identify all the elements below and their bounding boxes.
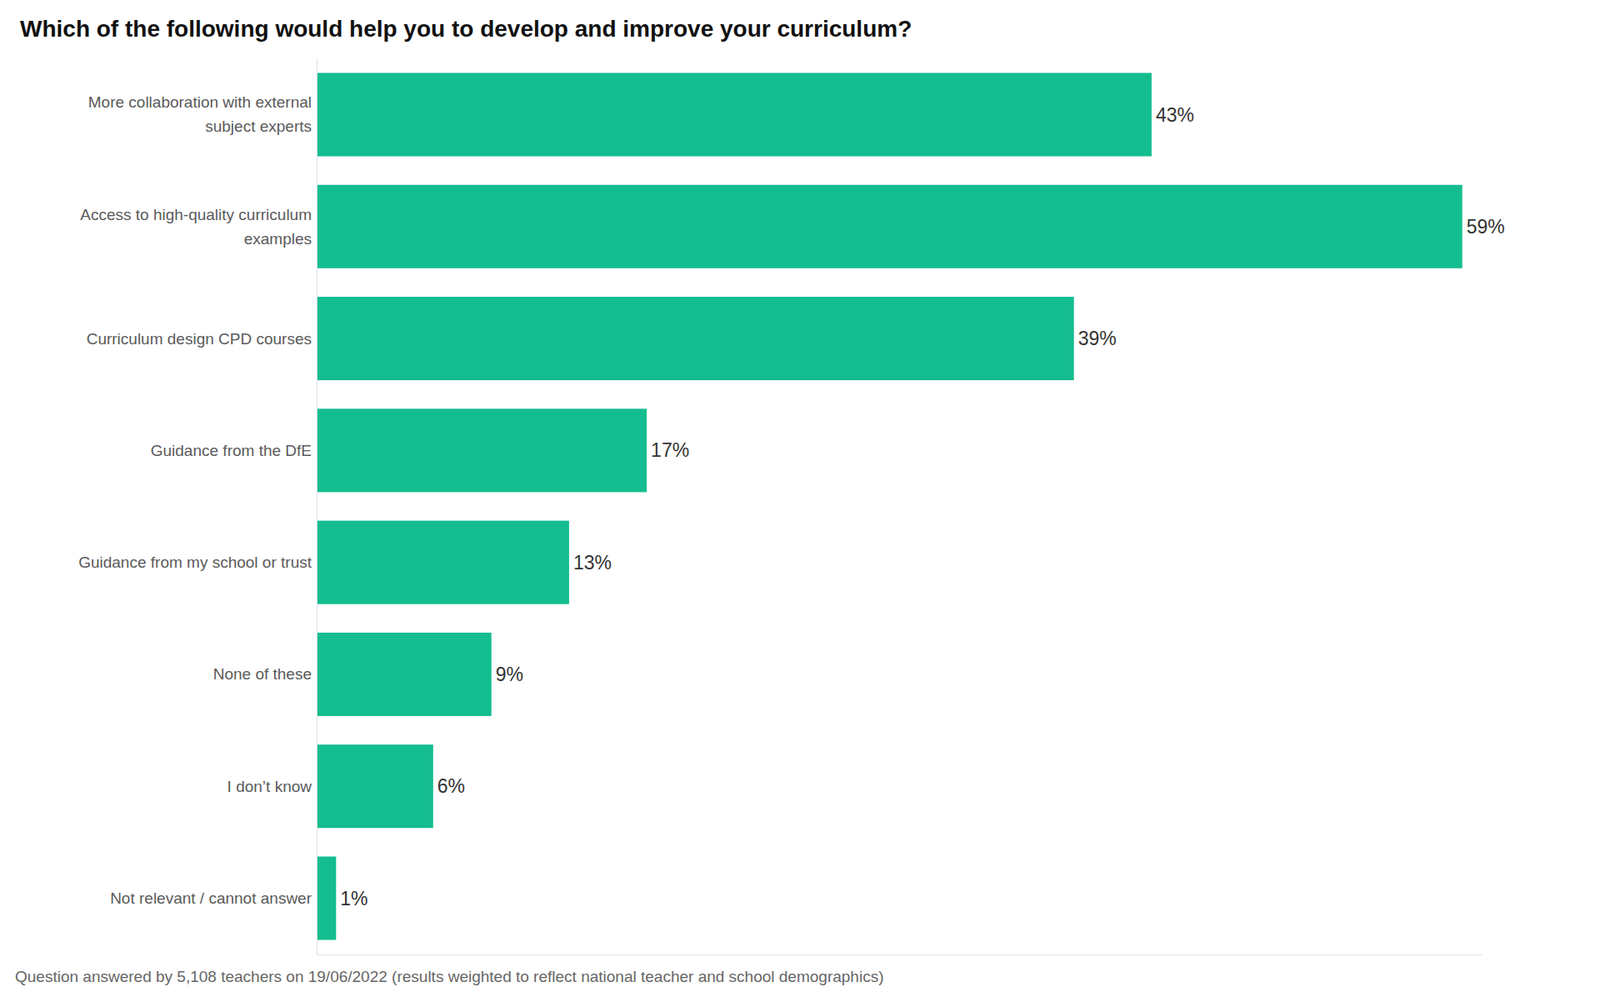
bar [316, 408, 647, 492]
y-tick-label: More collaboration with externalsubject … [88, 93, 312, 135]
data-label: 59% [1466, 215, 1505, 238]
data-label: 9% [495, 663, 524, 685]
bars [316, 72, 1463, 940]
chart: Which of the following would help you to… [0, 0, 1600, 1007]
bar [316, 72, 1152, 156]
data-label: 6% [437, 775, 465, 797]
bar [316, 632, 492, 716]
y-tick-label: Access to high-quality curriculumexample… [80, 205, 312, 248]
data-label: 43% [1155, 104, 1195, 126]
y-tick: Not relevant / cannot answer [110, 889, 317, 907]
y-axis: More collaboration with externalsubject … [78, 59, 317, 955]
x-axis-line [317, 954, 1483, 955]
data-label: 13% [573, 551, 612, 574]
data-label: 1% [340, 887, 368, 910]
y-tick-label: Guidance from my school or trust [78, 553, 313, 571]
bar [316, 744, 434, 828]
bar [316, 855, 336, 940]
y-tick: Access to high-quality curriculumexample… [80, 205, 317, 248]
bar [316, 185, 1463, 269]
data-labels: 43% 59% 39% 17% 13% 9% 6% 1% [340, 104, 1505, 910]
y-tick: Guidance from the DfE [150, 441, 317, 460]
y-tick: Guidance from my school or trust [78, 553, 317, 571]
x-axis [317, 954, 1483, 955]
y-tick-label: Curriculum design CPD courses [86, 330, 312, 348]
footnote: Question answered by 5,108 teachers on 1… [15, 967, 884, 985]
y-tick-label: Guidance from the DfE [150, 441, 312, 460]
y-tick: More collaboration with externalsubject … [88, 93, 317, 135]
y-tick: None of these [213, 665, 317, 683]
bar [316, 520, 570, 605]
y-tick-label: I don’t know [227, 777, 313, 795]
y-axis-line [316, 59, 318, 955]
data-label: 17% [650, 439, 690, 461]
y-tick-label: Not relevant / cannot answer [110, 889, 313, 907]
y-tick: I don’t know [227, 777, 317, 795]
y-tick-label: None of these [213, 665, 312, 683]
y-tick: Curriculum design CPD courses [86, 330, 317, 348]
bar [316, 296, 1075, 380]
data-label: 39% [1078, 327, 1117, 350]
title: Which of the following would help you to… [20, 15, 912, 42]
